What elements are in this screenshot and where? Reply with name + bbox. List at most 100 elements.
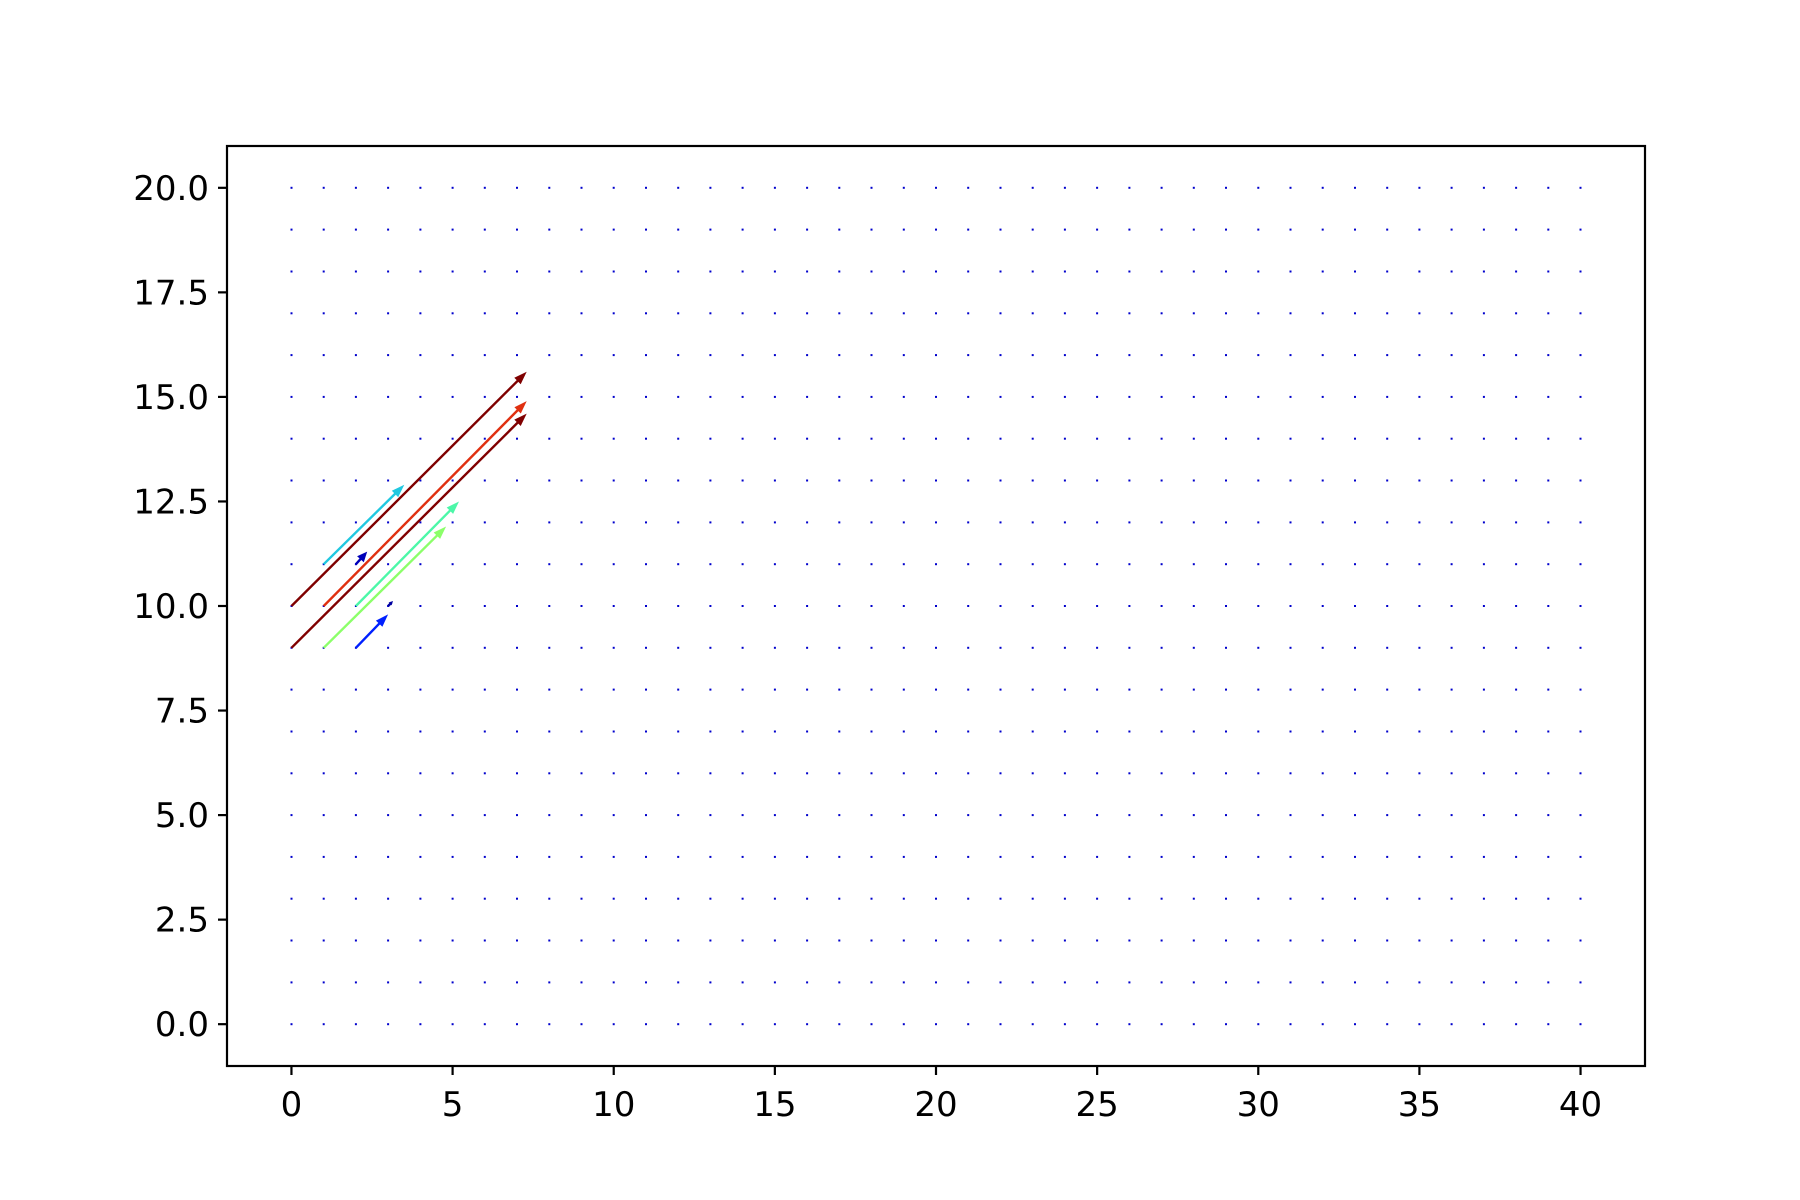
grid-dot	[677, 730, 680, 733]
grid-dot	[1063, 228, 1066, 231]
grid-dot	[1321, 395, 1324, 398]
grid-dot	[999, 981, 1002, 984]
grid-dot	[1225, 354, 1227, 357]
grid-dot	[1225, 981, 1227, 984]
grid-dot	[1031, 354, 1034, 357]
grid-dot	[741, 688, 744, 691]
grid-dot	[451, 270, 454, 273]
grid-dot	[935, 437, 937, 440]
grid-dot	[870, 939, 873, 942]
grid-dot	[354, 855, 357, 858]
grid-dot	[322, 312, 325, 315]
grid-dot	[1579, 897, 1582, 900]
grid-dot	[741, 479, 744, 482]
grid-dot	[483, 855, 486, 858]
grid-dot	[290, 897, 293, 900]
grid-dot	[1031, 1023, 1034, 1026]
grid-dot	[290, 563, 293, 566]
grid-dot	[709, 563, 712, 566]
grid-dot	[1321, 855, 1324, 858]
grid-dot	[902, 939, 905, 942]
grid-dot	[1482, 855, 1485, 858]
grid-dot	[548, 270, 551, 273]
grid-dot	[1386, 186, 1389, 189]
grid-dot	[902, 354, 905, 357]
grid-dot	[902, 688, 905, 691]
grid-dot	[354, 354, 357, 357]
grid-dot	[1192, 814, 1195, 817]
grid-dot	[580, 646, 583, 649]
grid-dot	[387, 395, 390, 398]
grid-dot	[645, 939, 647, 942]
grid-dot	[516, 563, 518, 566]
grid-dot	[354, 312, 357, 315]
grid-dot	[677, 437, 680, 440]
grid-dot	[870, 646, 873, 649]
grid-dot	[516, 186, 518, 189]
grid-dot	[870, 354, 873, 357]
arrow-shaft	[322, 491, 398, 566]
grid-dot	[290, 270, 293, 273]
grid-dot	[645, 981, 647, 984]
grid-dot	[1031, 479, 1034, 482]
grid-dot	[1515, 855, 1518, 858]
grid-dot	[1225, 939, 1227, 942]
grid-dot	[1547, 730, 1550, 733]
grid-dot	[290, 855, 293, 858]
grid-dot	[1289, 354, 1292, 357]
grid-dot	[1031, 772, 1034, 775]
grid-dot	[1257, 730, 1260, 733]
y-tick-label: 5.0	[155, 796, 209, 836]
grid-dot	[709, 688, 712, 691]
grid-dot	[1160, 772, 1163, 775]
grid-dot	[838, 354, 841, 357]
grid-dot	[1515, 688, 1518, 691]
grid-dot	[967, 605, 970, 607]
grid-dot	[870, 270, 873, 273]
grid-dot	[1289, 1023, 1292, 1026]
grid-dot	[1515, 814, 1518, 817]
grid-dot	[1321, 772, 1324, 775]
y-tick-label: 2.5	[155, 901, 209, 941]
grid-dot	[1450, 312, 1453, 315]
grid-dot	[709, 437, 712, 440]
grid-dot	[806, 1023, 809, 1026]
grid-dot	[516, 814, 518, 817]
grid-dot	[387, 1023, 390, 1026]
grid-dot	[806, 437, 809, 440]
grid-dot	[1515, 772, 1518, 775]
grid-dot	[516, 437, 518, 440]
grid-dot	[419, 646, 422, 649]
grid-dot	[612, 354, 615, 357]
grid-dot	[354, 814, 357, 817]
grid-dot	[1063, 479, 1066, 482]
grid-dot	[612, 395, 615, 398]
grid-dot	[612, 228, 615, 231]
grid-dot	[1225, 688, 1227, 691]
grid-dot	[387, 981, 390, 984]
grid-dot	[1096, 312, 1099, 315]
grid-dot	[1321, 437, 1324, 440]
grid-dot	[935, 186, 937, 189]
grid-dot	[935, 730, 937, 733]
grid-dot	[1515, 270, 1518, 273]
grid-dot	[1257, 228, 1260, 231]
grid-dot	[516, 646, 518, 649]
grid-dot	[967, 312, 970, 315]
grid-dot	[838, 563, 841, 566]
grid-dot	[1354, 772, 1356, 775]
grid-dot	[967, 563, 970, 566]
grid-dot	[1160, 395, 1163, 398]
grid-dot	[806, 270, 809, 273]
grid-dot	[870, 814, 873, 817]
grid-dot	[612, 270, 615, 273]
grid-dot	[1321, 1023, 1324, 1026]
grid-dot	[354, 730, 357, 733]
grid-dot	[354, 772, 357, 775]
grid-dot	[322, 437, 325, 440]
grid-dot	[773, 772, 776, 775]
grid-dot	[967, 688, 970, 691]
grid-dot	[1192, 605, 1195, 607]
grid-dot	[645, 730, 647, 733]
grid-dot	[773, 186, 776, 189]
